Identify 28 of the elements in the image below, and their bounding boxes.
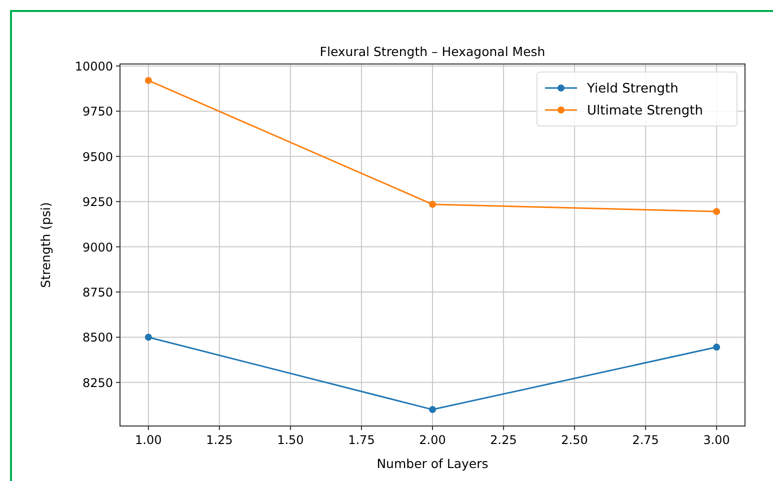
legend-label: Yield Strength [586, 82, 678, 96]
point [144, 76, 152, 84]
x-tick-label: 1.00 [135, 433, 162, 447]
x-tick-label: 1.50 [277, 433, 304, 447]
point [713, 344, 720, 351]
legend-label: Ultimate Strength [587, 104, 703, 118]
x-tick-label: 3.00 [703, 433, 730, 447]
y-tick-label: 10000 [74, 59, 113, 74]
y-tick-label: 8500 [82, 330, 113, 345]
x-tick-label: 2.25 [490, 433, 517, 447]
x-tick-label: 1.25 [206, 433, 233, 447]
x-tick-label: 1.75 [348, 433, 375, 447]
point [144, 334, 152, 341]
x-tick-label: 2.50 [561, 433, 588, 447]
y-axis-title: Strength (psi) [38, 202, 53, 288]
point [429, 200, 436, 208]
y-tick-label: 8250 [82, 376, 113, 390]
y-tick-label: 8750 [82, 286, 113, 300]
x-axis-title: Number of Layers [376, 456, 488, 471]
y-tick-label: 9250 [82, 195, 113, 210]
point [429, 406, 436, 414]
point [713, 208, 720, 216]
y-tick-label: 9500 [82, 150, 113, 164]
chart-title: Flexural Strength – Hexagonal Mesh [320, 44, 546, 59]
x-tick-label: 2.00 [419, 433, 446, 447]
y-tick-label: 9750 [82, 104, 113, 119]
y-tick-label: 9000 [82, 240, 113, 254]
x-tick-label: 2.75 [632, 433, 659, 447]
